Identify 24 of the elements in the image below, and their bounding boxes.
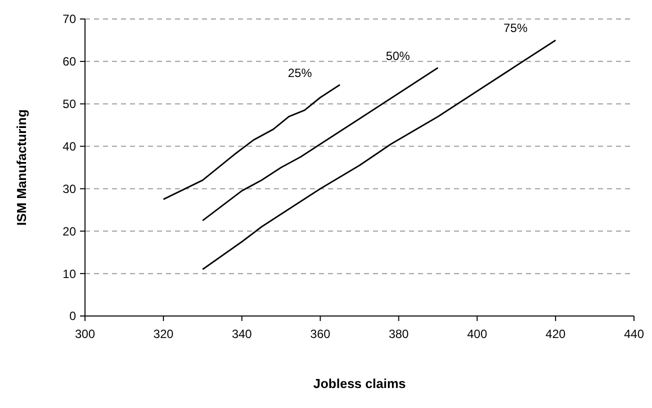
line-series [202, 39, 556, 270]
x-tick-label: 420 [546, 327, 566, 341]
y-tick-label: 30 [62, 182, 76, 196]
y-tick-label: 70 [62, 12, 76, 26]
series-label: 75% [504, 21, 528, 36]
x-tick-label: 360 [310, 327, 331, 341]
line-series [162, 84, 341, 200]
x-axis-title: Jobless claims [313, 376, 406, 391]
x-tick-label: 340 [232, 327, 252, 341]
x-tick-label: 440 [624, 327, 644, 341]
y-tick-label: 50 [62, 97, 76, 112]
x-tick-label: 300 [74, 327, 96, 341]
y-tick-label: 40 [62, 139, 76, 154]
y-tick-label: 0 [69, 309, 76, 324]
series-label: 50% [386, 48, 410, 63]
y-tick-label: 60 [62, 54, 76, 69]
y-tick-label: 10 [62, 266, 76, 281]
x-tick-label: 400 [467, 327, 488, 341]
x-tick-label: 320 [153, 327, 174, 341]
y-tick-label: 20 [62, 224, 76, 238]
line-series [202, 67, 439, 222]
y-axis-title: ISM Manufacturing [14, 109, 29, 226]
x-tick-label: 380 [388, 327, 410, 341]
series-label: 25% [288, 66, 312, 80]
